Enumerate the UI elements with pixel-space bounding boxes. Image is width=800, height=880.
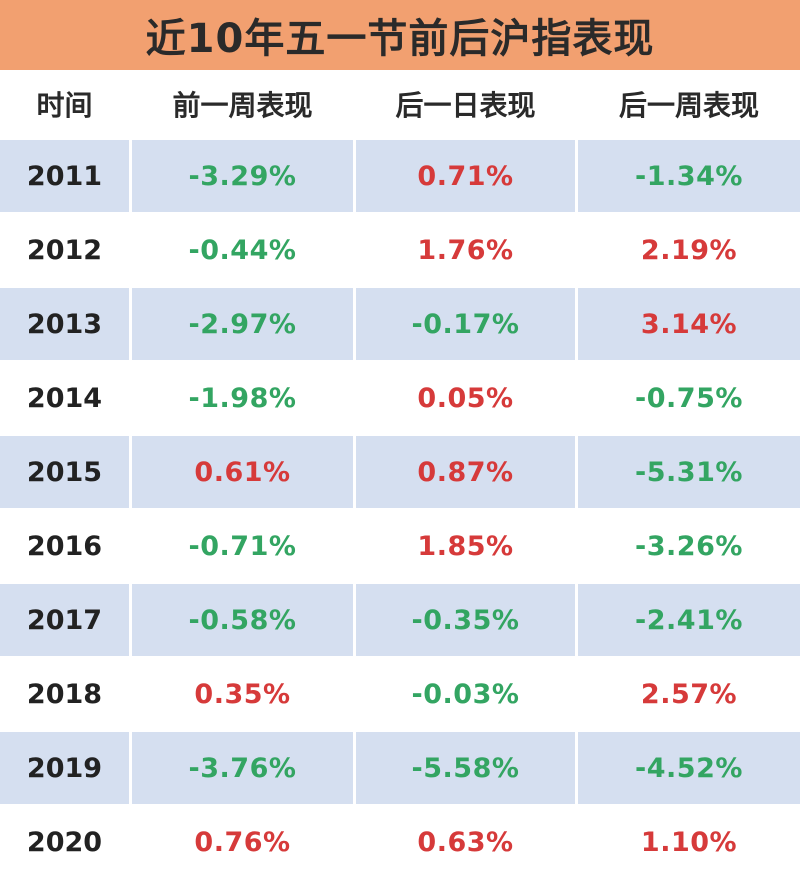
cell-before-week: 0.35% [132,658,356,730]
cell-year: 2013 [0,288,132,360]
cell-next-day: 0.05% [356,362,578,434]
table-row: 2014 -1.98% 0.05% -0.75% [0,362,800,436]
cell-year: 2016 [0,510,132,582]
cell-before-week: -1.98% [132,362,356,434]
table-header-row: 时间 前一周表现 后一日表现 后一周表现 [0,70,800,140]
cell-after-week: 1.10% [640,826,738,858]
cell-year: 2015 [0,436,132,508]
header-before-week: 前一周表现 [132,70,356,138]
header-year: 时间 [0,70,132,138]
cell-after-week: 2.19% [640,234,738,266]
cell-next-day: 1.76% [356,214,578,286]
cell-before-week: -0.58% [132,584,356,656]
cell-after-week: 2.57% [640,678,738,710]
cell-before-week: -3.76% [132,732,356,804]
table-row: 2020 0.76% 0.63% 1.10% [0,806,800,880]
cell-year: 2014 [0,362,132,434]
table-row: 2012 -0.44% 1.76% 2.19% [0,214,800,288]
title-bar: 近10年五一节前后沪指表现 [0,0,800,70]
cell-next-day: 1.85% [356,510,578,582]
table-row: 2016 -0.71% 1.85% -3.26% [0,510,800,584]
cell-next-day: -0.03% [356,658,578,730]
cell-year: 2020 [0,806,132,878]
cell-next-day: 0.71% [356,140,578,212]
cell-next-day: 0.63% [356,806,578,878]
header-next-day: 后一日表现 [356,70,578,138]
cell-after-week: -5.31% [635,456,743,488]
cell-after-week: 3.14% [640,308,738,340]
cell-after-week: -3.26% [635,530,743,562]
page-title: 近10年五一节前后沪指表现 [145,16,655,62]
table-row: 2019 -3.76% -5.58% -4.52% [0,732,800,806]
cell-next-day: -5.58% [356,732,578,804]
cell-year: 2017 [0,584,132,656]
cell-next-day: 0.87% [356,436,578,508]
cell-before-week: -0.44% [132,214,356,286]
cell-after-week: -2.41% [635,604,743,636]
cell-after-week: -4.52% [635,752,743,784]
table-body: 2011 -3.29% 0.71% -1.34% 2012 -0.44% 1.76% 2.19… [0,140,800,880]
cell-before-week: -2.97% [132,288,356,360]
cell-year: 2011 [0,140,132,212]
table-row: 2018 0.35% -0.03% 2.57% [0,658,800,732]
data-table: 时间 前一周表现 后一日表现 后一周表现 2011 -3.29% 0.71% -1.3… [0,70,800,880]
cell-year: 2018 [0,658,132,730]
cell-next-day: -0.17% [356,288,578,360]
cell-after-week: -0.75% [635,382,743,414]
cell-next-day: -0.35% [356,584,578,656]
cell-year: 2019 [0,732,132,804]
cell-after-week: -1.34% [635,160,743,192]
table-row: 2017 -0.58% -0.35% -2.41% [0,584,800,658]
cell-before-week: 0.61% [132,436,356,508]
cell-year: 2012 [0,214,132,286]
cell-before-week: -0.71% [132,510,356,582]
header-after-week: 后一周表现 [618,89,759,122]
cell-before-week: 0.76% [132,806,356,878]
cell-before-week: -3.29% [132,140,356,212]
table-row: 2011 -3.29% 0.71% -1.34% [0,140,800,214]
table-row: 2013 -2.97% -0.17% 3.14% [0,288,800,362]
table-row: 2015 0.61% 0.87% -5.31% [0,436,800,510]
